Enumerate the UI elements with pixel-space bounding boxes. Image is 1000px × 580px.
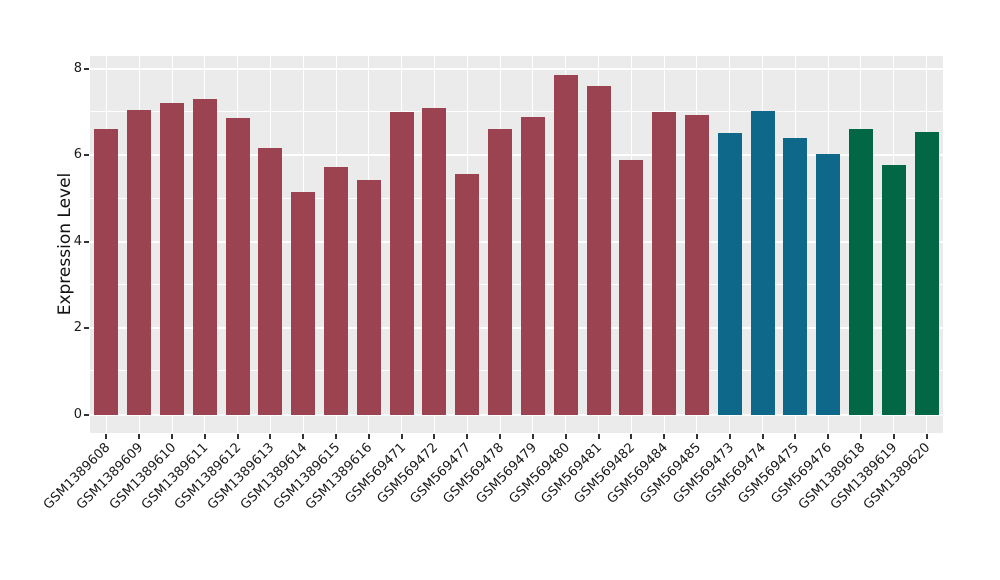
x-tick-mark bbox=[203, 434, 206, 439]
gridline-major-y2 bbox=[90, 327, 943, 330]
y-tick-mark bbox=[84, 413, 89, 416]
x-tick-mark bbox=[892, 434, 895, 439]
bar-GSM1389618 bbox=[848, 128, 873, 415]
y-tick-label-4: 4 bbox=[73, 233, 82, 249]
y-tick-label-8: 8 bbox=[73, 60, 82, 76]
y-tick-mark bbox=[84, 240, 89, 243]
bar-GSM1389611 bbox=[192, 98, 217, 415]
bar-GSM569478 bbox=[488, 128, 513, 415]
x-tick-mark bbox=[728, 434, 731, 439]
bar-GSM569476 bbox=[816, 154, 841, 415]
x-tick-mark bbox=[335, 434, 338, 439]
bar-GSM569485 bbox=[684, 115, 709, 415]
x-tick-mark bbox=[105, 434, 108, 439]
bar-GSM569477 bbox=[455, 173, 480, 415]
bar-GSM1389612 bbox=[225, 118, 250, 415]
x-tick-mark bbox=[433, 434, 436, 439]
plot-panel bbox=[90, 56, 943, 433]
bar-GSM1389614 bbox=[291, 192, 316, 415]
bar-GSM569471 bbox=[389, 111, 414, 415]
x-tick-mark bbox=[859, 434, 862, 439]
x-tick-mark bbox=[794, 434, 797, 439]
x-tick-mark bbox=[171, 434, 174, 439]
gridline-minor-y7 bbox=[90, 111, 943, 113]
bar-GSM1389610 bbox=[160, 102, 185, 415]
bar-GSM569481 bbox=[586, 85, 611, 415]
x-tick-mark bbox=[499, 434, 502, 439]
bar-GSM569475 bbox=[783, 138, 808, 415]
bar-GSM569480 bbox=[553, 74, 578, 415]
x-tick-mark bbox=[597, 434, 600, 439]
bar-GSM1389608 bbox=[94, 129, 119, 415]
bar-GSM1389613 bbox=[258, 147, 283, 415]
x-tick-mark bbox=[564, 434, 567, 439]
bar-GSM569473 bbox=[717, 132, 742, 415]
x-tick-mark bbox=[269, 434, 272, 439]
x-tick-mark bbox=[925, 434, 928, 439]
bar-GSM1389615 bbox=[324, 166, 349, 415]
gridline-major-y4 bbox=[90, 240, 943, 243]
x-tick-mark bbox=[236, 434, 239, 439]
y-tick-label-2: 2 bbox=[73, 320, 82, 336]
x-tick-mark bbox=[663, 434, 666, 439]
y-tick-mark bbox=[84, 154, 89, 157]
bar-GSM1389619 bbox=[881, 164, 906, 415]
x-tick-mark bbox=[367, 434, 370, 439]
y-tick-mark bbox=[84, 327, 89, 330]
x-tick-mark bbox=[400, 434, 403, 439]
gridline-minor-y1 bbox=[90, 370, 943, 372]
bar-GSM569474 bbox=[750, 110, 775, 415]
bar-GSM569482 bbox=[619, 159, 644, 415]
gridline-major-y0 bbox=[90, 413, 943, 416]
y-tick-label-0: 0 bbox=[73, 406, 82, 422]
bar-GSM569479 bbox=[520, 116, 545, 415]
gridline-major-y6 bbox=[90, 154, 943, 157]
bar-GSM1389616 bbox=[356, 180, 381, 415]
bar-GSM1389609 bbox=[127, 109, 152, 415]
x-tick-mark bbox=[138, 434, 141, 439]
bar-GSM569484 bbox=[652, 111, 677, 415]
x-tick-mark bbox=[630, 434, 633, 439]
x-tick-mark bbox=[531, 434, 534, 439]
x-tick-mark bbox=[695, 434, 698, 439]
x-tick-mark bbox=[302, 434, 305, 439]
x-tick-mark bbox=[761, 434, 764, 439]
bar-GSM569472 bbox=[422, 107, 447, 415]
gridline-minor-y5 bbox=[90, 197, 943, 199]
y-tick-mark bbox=[84, 67, 89, 70]
x-tick-mark bbox=[827, 434, 830, 439]
y-tick-label-6: 6 bbox=[73, 147, 82, 163]
gridline-minor-y3 bbox=[90, 283, 943, 285]
x-tick-mark bbox=[466, 434, 469, 439]
gridline-major-y8 bbox=[90, 67, 943, 70]
bar-GSM1389620 bbox=[914, 132, 939, 415]
